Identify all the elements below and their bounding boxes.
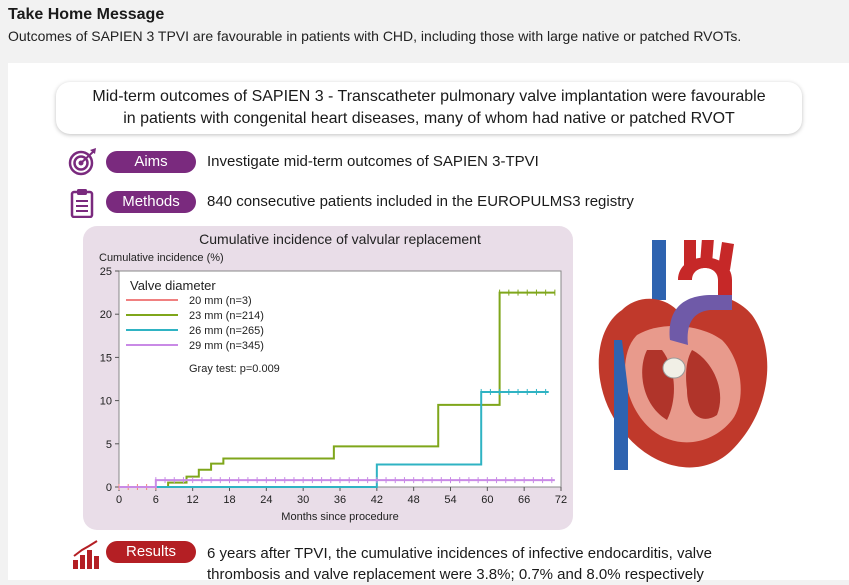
x-tick-label: 66 (518, 494, 530, 506)
incidence-chart: Cumulative incidence of valvular replace… (99, 231, 567, 523)
bar-chart-icon (72, 540, 100, 569)
methods-pill: Methods (106, 191, 196, 213)
aims-text: Investigate mid-term outcomes of SAPIEN … (207, 153, 539, 170)
legend-entry: 20 mm (n=3) (189, 295, 252, 307)
legend-entry: 26 mm (n=265) (189, 325, 264, 337)
series-line (119, 390, 549, 488)
banner-line-2: in patients with congenital heart diseas… (123, 110, 735, 127)
x-tick-label: 18 (223, 494, 235, 506)
banner-line-1: Mid-term outcomes of SAPIEN 3 - Transcat… (92, 88, 766, 105)
x-tick-label: 42 (371, 494, 383, 506)
legend-entry: 29 mm (n=345) (189, 340, 264, 352)
x-tick-label: 60 (481, 494, 493, 506)
series-line (119, 479, 555, 488)
clipboard-icon (70, 188, 98, 219)
aims-pill: Aims (106, 151, 196, 173)
heart-illustration (582, 238, 782, 480)
results-line-1: 6 years after TPVI, the cumulative incid… (207, 545, 712, 562)
summary-banner: Mid-term outcomes of SAPIEN 3 - Transcat… (56, 82, 802, 134)
chart-title: Cumulative incidence of valvular replace… (199, 231, 481, 247)
x-tick-label: 54 (444, 494, 456, 506)
x-tick-label: 12 (187, 494, 199, 506)
page-header: Take Home Message Outcomes of SAPIEN 3 T… (0, 0, 849, 63)
chart-panel: Cumulative incidence of valvular replace… (83, 226, 573, 530)
gray-test-annotation: Gray test: p=0.009 (189, 363, 280, 375)
results-text: 6 years after TPVI, the cumulative incid… (207, 543, 827, 585)
page-subtitle: Outcomes of SAPIEN 3 TPVI are favourable… (8, 28, 742, 44)
results-pill: Results (106, 541, 196, 563)
legend-title: Valve diameter (130, 278, 216, 293)
x-tick-label: 30 (297, 494, 309, 506)
y-tick-label: 10 (100, 396, 112, 408)
y-tick-label: 20 (100, 309, 112, 321)
methods-text: 840 consecutive patients included in the… (207, 193, 634, 210)
y-tick-label: 0 (106, 482, 112, 494)
x-tick-label: 36 (334, 494, 346, 506)
legend-entry: 23 mm (n=214) (189, 310, 264, 322)
y-tick-label: 25 (100, 266, 112, 278)
x-tick-label: 72 (555, 494, 567, 506)
x-axis-label: Months since procedure (281, 511, 398, 523)
x-tick-label: 24 (260, 494, 272, 506)
y-tick-label: 5 (106, 439, 112, 451)
x-tick-label: 6 (153, 494, 159, 506)
y-axis-label: Cumulative incidence (%) (99, 252, 224, 264)
x-tick-label: 48 (408, 494, 420, 506)
results-line-2: thrombosis and valve replacement were 3.… (207, 566, 704, 583)
page-title: Take Home Message (8, 6, 165, 23)
plot-area (118, 270, 562, 488)
target-icon (68, 148, 96, 176)
y-tick-label: 15 (100, 352, 112, 364)
x-tick-label: 0 (116, 494, 122, 506)
